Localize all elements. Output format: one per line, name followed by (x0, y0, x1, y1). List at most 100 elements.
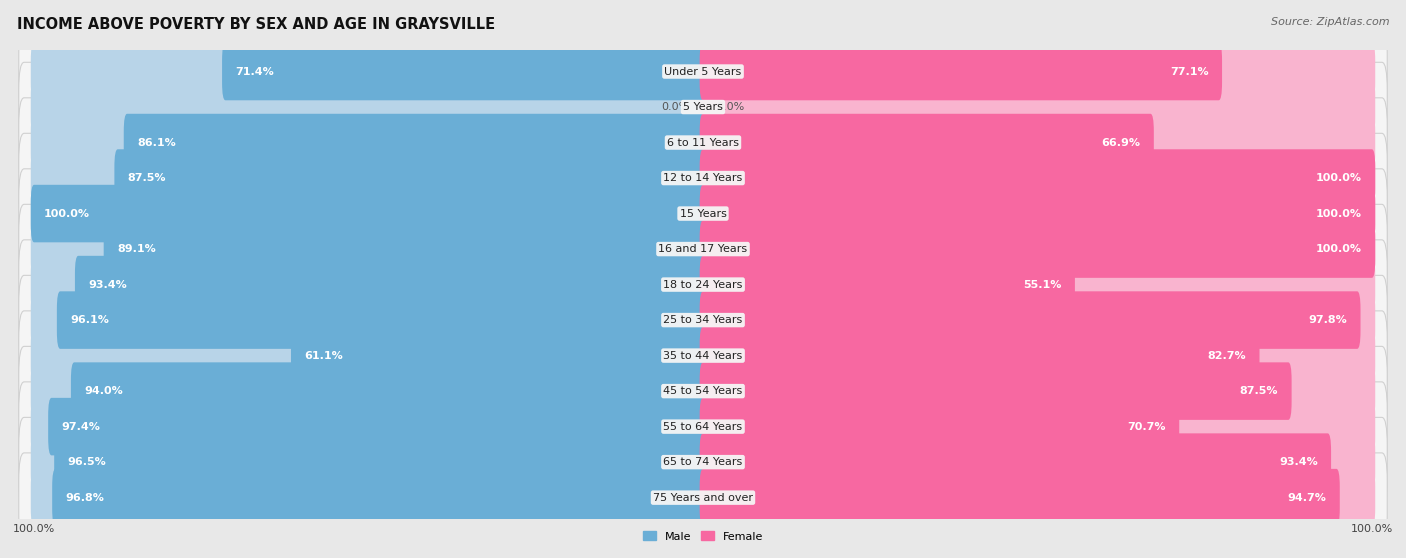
Text: 87.5%: 87.5% (128, 173, 166, 183)
FancyBboxPatch shape (31, 434, 706, 491)
FancyBboxPatch shape (18, 453, 1388, 542)
FancyBboxPatch shape (31, 78, 706, 136)
Text: 55.1%: 55.1% (1024, 280, 1062, 290)
FancyBboxPatch shape (18, 204, 1388, 294)
Text: 94.0%: 94.0% (84, 386, 124, 396)
FancyBboxPatch shape (31, 327, 706, 384)
FancyBboxPatch shape (114, 150, 706, 207)
FancyBboxPatch shape (700, 327, 1375, 384)
Text: 100.0%: 100.0% (1316, 244, 1362, 254)
FancyBboxPatch shape (222, 43, 706, 100)
FancyBboxPatch shape (700, 469, 1375, 526)
Text: 93.4%: 93.4% (89, 280, 127, 290)
Text: 70.7%: 70.7% (1128, 422, 1166, 432)
FancyBboxPatch shape (700, 43, 1375, 100)
Text: 96.5%: 96.5% (67, 457, 107, 467)
Text: 94.7%: 94.7% (1288, 493, 1326, 503)
FancyBboxPatch shape (18, 311, 1388, 400)
FancyBboxPatch shape (700, 150, 1375, 207)
Text: 61.1%: 61.1% (304, 350, 343, 360)
FancyBboxPatch shape (700, 398, 1180, 455)
Text: 16 and 17 Years: 16 and 17 Years (658, 244, 748, 254)
Text: 89.1%: 89.1% (117, 244, 156, 254)
FancyBboxPatch shape (700, 291, 1361, 349)
FancyBboxPatch shape (56, 291, 706, 349)
Text: 5 Years: 5 Years (683, 102, 723, 112)
Text: INCOME ABOVE POVERTY BY SEX AND AGE IN GRAYSVILLE: INCOME ABOVE POVERTY BY SEX AND AGE IN G… (17, 17, 495, 32)
Text: 15 Years: 15 Years (679, 209, 727, 219)
Text: 55 to 64 Years: 55 to 64 Years (664, 422, 742, 432)
Text: 45 to 54 Years: 45 to 54 Years (664, 386, 742, 396)
Text: 6 to 11 Years: 6 to 11 Years (666, 137, 740, 147)
FancyBboxPatch shape (52, 469, 706, 526)
Text: 66.9%: 66.9% (1101, 137, 1140, 147)
FancyBboxPatch shape (18, 27, 1388, 116)
Text: 100.0%: 100.0% (1316, 173, 1362, 183)
Text: 35 to 44 Years: 35 to 44 Years (664, 350, 742, 360)
FancyBboxPatch shape (31, 291, 706, 349)
FancyBboxPatch shape (700, 434, 1331, 491)
Text: 71.4%: 71.4% (235, 66, 274, 76)
FancyBboxPatch shape (291, 327, 706, 384)
FancyBboxPatch shape (700, 362, 1292, 420)
FancyBboxPatch shape (70, 362, 706, 420)
FancyBboxPatch shape (31, 220, 706, 278)
FancyBboxPatch shape (18, 240, 1388, 329)
FancyBboxPatch shape (700, 327, 1260, 384)
FancyBboxPatch shape (700, 114, 1154, 171)
Text: 93.4%: 93.4% (1279, 457, 1317, 467)
FancyBboxPatch shape (700, 291, 1375, 349)
Text: 65 to 74 Years: 65 to 74 Years (664, 457, 742, 467)
FancyBboxPatch shape (18, 347, 1388, 436)
FancyBboxPatch shape (31, 114, 706, 171)
FancyBboxPatch shape (31, 469, 706, 526)
Text: 82.7%: 82.7% (1208, 350, 1246, 360)
FancyBboxPatch shape (104, 220, 706, 278)
FancyBboxPatch shape (55, 434, 706, 491)
Text: 25 to 34 Years: 25 to 34 Years (664, 315, 742, 325)
FancyBboxPatch shape (700, 434, 1375, 491)
FancyBboxPatch shape (700, 150, 1375, 207)
FancyBboxPatch shape (700, 256, 1076, 314)
FancyBboxPatch shape (31, 150, 706, 207)
FancyBboxPatch shape (18, 417, 1388, 507)
Text: 18 to 24 Years: 18 to 24 Years (664, 280, 742, 290)
Text: 12 to 14 Years: 12 to 14 Years (664, 173, 742, 183)
FancyBboxPatch shape (31, 362, 706, 420)
FancyBboxPatch shape (31, 185, 706, 242)
FancyBboxPatch shape (18, 382, 1388, 472)
FancyBboxPatch shape (18, 62, 1388, 152)
Text: Under 5 Years: Under 5 Years (665, 66, 741, 76)
FancyBboxPatch shape (48, 398, 706, 455)
FancyBboxPatch shape (18, 98, 1388, 187)
FancyBboxPatch shape (31, 256, 706, 314)
Text: 100.0%: 100.0% (1316, 209, 1362, 219)
FancyBboxPatch shape (700, 43, 1222, 100)
FancyBboxPatch shape (18, 275, 1388, 365)
Text: Source: ZipAtlas.com: Source: ZipAtlas.com (1271, 17, 1389, 27)
FancyBboxPatch shape (700, 185, 1375, 242)
FancyBboxPatch shape (700, 220, 1375, 278)
FancyBboxPatch shape (18, 169, 1388, 258)
FancyBboxPatch shape (700, 78, 1375, 136)
Text: 97.4%: 97.4% (62, 422, 100, 432)
Text: 87.5%: 87.5% (1240, 386, 1278, 396)
Text: 96.8%: 96.8% (66, 493, 104, 503)
Text: 77.1%: 77.1% (1170, 66, 1209, 76)
FancyBboxPatch shape (18, 133, 1388, 223)
Text: 86.1%: 86.1% (138, 137, 176, 147)
FancyBboxPatch shape (31, 398, 706, 455)
FancyBboxPatch shape (124, 114, 706, 171)
FancyBboxPatch shape (700, 469, 1340, 526)
FancyBboxPatch shape (75, 256, 706, 314)
FancyBboxPatch shape (31, 43, 706, 100)
Text: 97.8%: 97.8% (1309, 315, 1347, 325)
Legend: Male, Female: Male, Female (643, 531, 763, 541)
Text: 75 Years and over: 75 Years and over (652, 493, 754, 503)
FancyBboxPatch shape (31, 185, 706, 242)
FancyBboxPatch shape (700, 398, 1375, 455)
FancyBboxPatch shape (700, 220, 1375, 278)
Text: 100.0%: 100.0% (44, 209, 90, 219)
FancyBboxPatch shape (700, 362, 1375, 420)
Text: 0.0%: 0.0% (661, 102, 689, 112)
